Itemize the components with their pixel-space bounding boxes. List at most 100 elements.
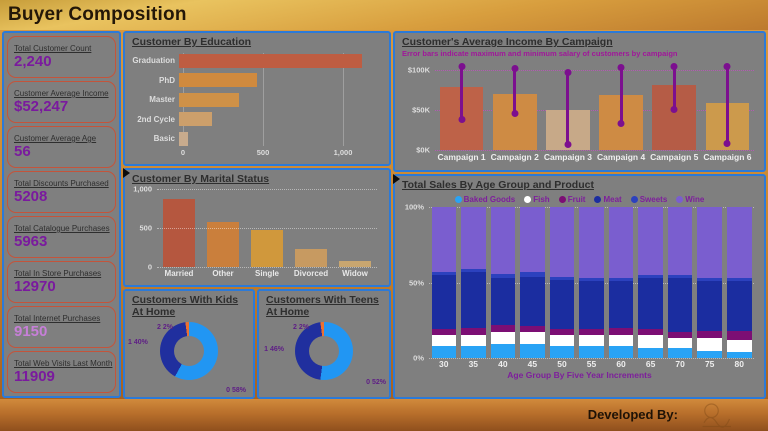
segment-sweets[interactable] xyxy=(608,278,634,282)
legend-item-baked-goods[interactable]: Baked Goods xyxy=(454,195,515,204)
segment-fruit[interactable] xyxy=(549,329,575,336)
bar-single[interactable] xyxy=(251,229,283,268)
segment-meat[interactable] xyxy=(461,272,486,328)
segment-fish[interactable] xyxy=(461,335,486,346)
axis-tick-label: 50% xyxy=(408,278,424,288)
segment-fruit[interactable] xyxy=(697,330,722,339)
segment-meat[interactable] xyxy=(697,281,722,331)
segment-wine[interactable] xyxy=(579,207,604,279)
bar-2nd-cycle[interactable] xyxy=(179,112,212,127)
segment-wine[interactable] xyxy=(638,207,663,276)
segment-wine[interactable] xyxy=(697,207,722,279)
segment-baked-goods[interactable] xyxy=(431,345,457,359)
segment-fruit[interactable] xyxy=(608,327,634,336)
segment-meat[interactable] xyxy=(520,276,545,327)
segment-fruit[interactable] xyxy=(490,324,516,333)
bar-column xyxy=(157,189,201,268)
segment-baked-goods[interactable] xyxy=(726,352,752,359)
bar-master[interactable] xyxy=(179,92,240,107)
segment-fish[interactable] xyxy=(697,338,722,351)
segment-meat[interactable] xyxy=(638,278,663,330)
segment-sweets[interactable] xyxy=(697,278,722,282)
segment-fruit[interactable] xyxy=(667,332,693,339)
segment-wine[interactable] xyxy=(549,207,575,277)
segment-baked-goods[interactable] xyxy=(697,350,722,359)
segment-wine[interactable] xyxy=(667,207,693,276)
segment-meat[interactable] xyxy=(431,275,457,330)
kpi-card-customer-average-income[interactable]: Customer Average Income $52,247 xyxy=(7,81,116,123)
segment-fish[interactable] xyxy=(549,335,575,346)
segment-fruit[interactable] xyxy=(726,330,752,340)
segment-baked-goods[interactable] xyxy=(667,347,693,359)
legend-label: Meat xyxy=(603,194,622,204)
bar-graduation[interactable] xyxy=(179,53,362,68)
legend-item-meat[interactable]: Meat xyxy=(594,194,622,204)
segment-sweets[interactable] xyxy=(579,278,604,282)
segment-fruit[interactable] xyxy=(579,329,604,336)
kpi-card-customer-average-age[interactable]: Customer Average Age 56 xyxy=(7,126,116,168)
segment-fish[interactable] xyxy=(638,335,663,348)
segment-fish[interactable] xyxy=(520,332,545,345)
segment-fish[interactable] xyxy=(431,335,457,346)
legend-item-sweets[interactable]: Sweets xyxy=(630,195,667,204)
segment-baked-goods[interactable] xyxy=(520,344,545,359)
segment-sweets[interactable] xyxy=(490,273,516,279)
segment-sweets[interactable] xyxy=(549,276,575,280)
segment-wine[interactable] xyxy=(490,207,516,274)
bar-widow[interactable] xyxy=(339,261,371,268)
legend-label: Fish xyxy=(533,194,550,204)
segment-fruit[interactable] xyxy=(431,329,457,336)
segment-sweets[interactable] xyxy=(461,269,486,273)
segment-baked-goods[interactable] xyxy=(608,345,634,359)
bar-basic[interactable] xyxy=(179,131,188,146)
slice-label: 2 2% xyxy=(157,324,173,332)
bar-phd[interactable] xyxy=(179,73,258,88)
legend-item-fruit[interactable]: Fruit xyxy=(558,195,585,204)
segment-fruit[interactable] xyxy=(638,329,663,336)
segment-fish[interactable] xyxy=(490,332,516,345)
stacked-plot-area xyxy=(429,207,754,360)
legend-item-fish[interactable]: Fish xyxy=(524,194,550,204)
segment-sweets[interactable] xyxy=(726,278,752,282)
segment-fish[interactable] xyxy=(579,335,604,346)
bar-divorced[interactable] xyxy=(295,249,327,268)
segment-meat[interactable] xyxy=(667,278,693,333)
segment-fish[interactable] xyxy=(667,338,693,348)
segment-wine[interactable] xyxy=(608,207,634,279)
developer-logo-icon xyxy=(702,403,731,428)
segment-meat[interactable] xyxy=(579,281,604,330)
bar-married[interactable] xyxy=(163,199,195,268)
segment-meat[interactable] xyxy=(726,281,752,331)
kpi-card-total-in-store-purchases[interactable]: Total In Store Purchases 12970 xyxy=(7,261,116,303)
bar-other[interactable] xyxy=(207,221,239,268)
segment-wine[interactable] xyxy=(726,207,752,279)
segment-meat[interactable] xyxy=(608,281,634,328)
segment-baked-goods[interactable] xyxy=(579,345,604,359)
segment-fish[interactable] xyxy=(726,339,752,353)
segment-baked-goods[interactable] xyxy=(490,344,516,359)
segment-wine[interactable] xyxy=(461,207,486,269)
donut-kids_at_home[interactable] xyxy=(160,322,218,381)
kpi-card-total-internet-purchases[interactable]: Total Internet Purchases 9150 xyxy=(7,306,116,348)
segment-meat[interactable] xyxy=(490,278,516,325)
kpi-card-total-customer-count[interactable]: Total Customer Count 2,240 xyxy=(7,36,116,78)
segment-fish[interactable] xyxy=(608,335,634,346)
donut-hole xyxy=(174,336,204,367)
segment-baked-goods[interactable] xyxy=(638,347,663,359)
legend-item-wine[interactable]: Wine xyxy=(676,195,704,204)
segment-sweets[interactable] xyxy=(638,275,663,279)
segment-fruit[interactable] xyxy=(461,327,486,336)
segment-sweets[interactable] xyxy=(520,272,545,277)
segment-wine[interactable] xyxy=(520,207,545,273)
segment-fruit[interactable] xyxy=(520,326,545,333)
segment-baked-goods[interactable] xyxy=(549,345,575,359)
donut-teens_at_home[interactable] xyxy=(295,322,353,381)
kpi-card-total-catalogue-purchases[interactable]: Total Catalogue Purchases 5963 xyxy=(7,216,116,258)
kpi-card-total-web-visits-last-month[interactable]: Total Web Visits Last Month 11909 xyxy=(7,351,116,393)
segment-sweets[interactable] xyxy=(667,275,693,279)
segment-baked-goods[interactable] xyxy=(461,345,486,359)
segment-sweets[interactable] xyxy=(431,272,457,276)
segment-meat[interactable] xyxy=(549,279,575,330)
segment-wine[interactable] xyxy=(431,207,457,273)
kpi-card-total-discounts-purchased[interactable]: Total Discounts Purchased 5208 xyxy=(7,171,116,213)
